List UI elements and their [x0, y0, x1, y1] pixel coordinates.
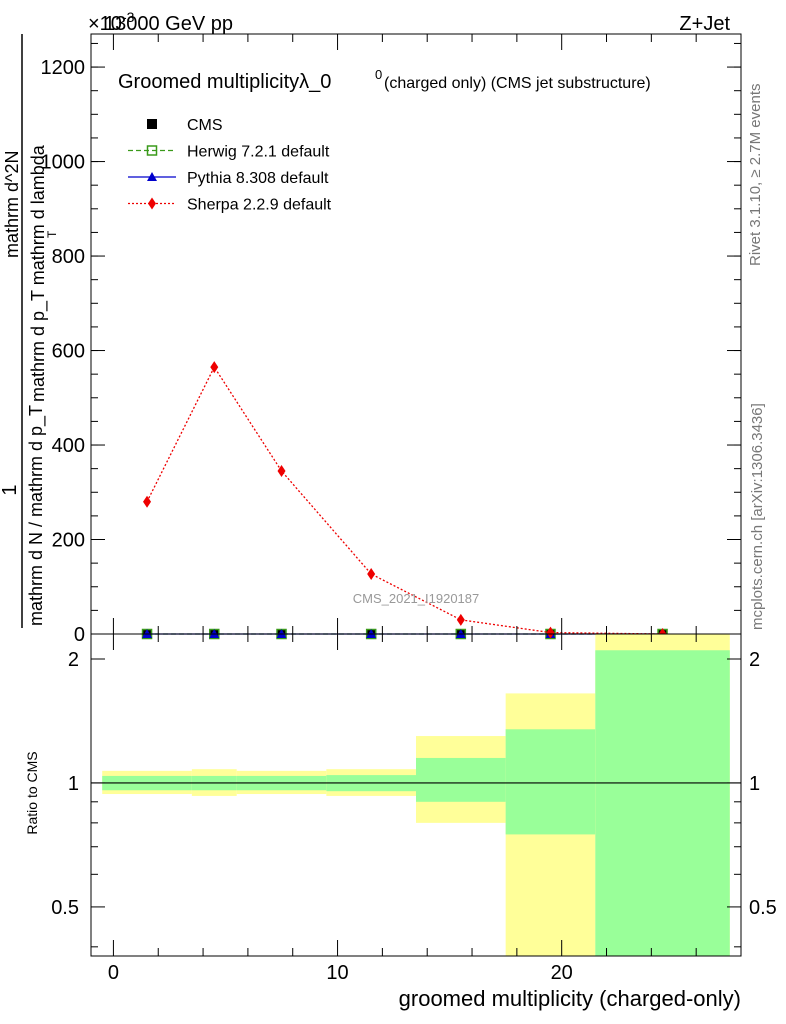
ratio-y-tick-label-right: 2	[749, 649, 760, 671]
x-axis-label: groomed multiplicity (charged-only)	[399, 986, 741, 1011]
sherpa-point	[143, 495, 152, 508]
plot-title-main: Groomed multiplicityλ_0	[118, 71, 331, 93]
main-y-ticks: 0 200 400 600 800 1000 1200	[41, 42, 741, 646]
sherpa-point	[367, 568, 376, 580]
y-label-top: mathrm d^2N	[2, 151, 22, 258]
plot-title: Groomed multiplicityλ_0 0 (charged only)…	[118, 67, 651, 93]
ratio-x-ticks: 0 10 20	[108, 634, 697, 984]
y-tick-label: 600	[52, 341, 85, 363]
ratio-band-inner	[505, 729, 596, 835]
cms-point	[147, 119, 157, 129]
y-tick-label: 0	[74, 624, 85, 646]
plot-title-suffix: (charged only) (CMS jet substructure)	[384, 75, 651, 92]
ratio-y-label: Ratio to CMS	[24, 751, 40, 834]
y-tick-label: 400	[52, 435, 85, 457]
main-panel: 0 200 400 600 800 1000 1200	[41, 33, 742, 646]
ratio-y-tick-label-right: 0.5	[749, 897, 777, 919]
y-tick-label: 800	[52, 246, 85, 268]
x-tick-label: 0	[108, 962, 119, 984]
ratio-panel: 0.5 0.5 1 1 2 2 0 10 20	[51, 633, 777, 984]
y-tick-label: 200	[52, 530, 85, 552]
pythia-point	[147, 172, 157, 181]
x-tick-label: 20	[551, 962, 573, 984]
sherpa-point	[456, 613, 465, 626]
legend-label-sherpa: Sherpa 2.2.9 default	[187, 197, 332, 214]
y-label-bottom: mathrm d p_T mathrm d lambda	[28, 144, 49, 402]
ratio-frame	[90, 633, 742, 957]
plot-title-sup: 0	[375, 67, 382, 82]
header-right: Z+Jet	[679, 13, 730, 35]
legend-label-pythia: Pythia 8.308 default	[187, 170, 329, 187]
ratio-y-tick-label: 1	[68, 773, 79, 795]
header-left: 13000 GeV pp	[104, 13, 233, 35]
herwig-point	[146, 145, 158, 156]
ratio-y-tick-label: 2	[68, 649, 79, 671]
rivet-label: Rivet 3.1.10, ≥ 2.7M events	[747, 84, 764, 267]
y-label-sub: T	[45, 230, 59, 238]
y-tick-label: 1000	[41, 152, 86, 174]
exponent-base: ×10	[88, 13, 122, 35]
sherpa-point	[277, 465, 286, 478]
y-axis-label: 1 mathrm d N / mathrm d p_T mathrm d^2N …	[0, 34, 59, 628]
main-x-ticks	[112, 34, 697, 634]
x-tick-label: 10	[326, 962, 348, 984]
ratio-y-ticks: 0.5 0.5 1 1 2 2	[51, 649, 777, 948]
sherpa-point	[210, 361, 219, 374]
watermark: CMS_2021_I1920187	[353, 591, 480, 606]
ratio-band-inner	[416, 757, 506, 802]
ratio-bands	[102, 634, 730, 956]
y-tick-label: 1200	[41, 57, 86, 79]
sherpa-point	[546, 626, 555, 639]
y-label-numerator: 1	[0, 484, 21, 495]
ratio-y-tick-label-right: 1	[749, 773, 760, 795]
legend: CMS Herwig 7.2.1 default Pythia 8.308 defa…	[128, 117, 332, 214]
legend-label-cms: CMS	[187, 117, 223, 134]
mcplots-label: mcplots.cern.ch [arXiv:1306.3436]	[749, 403, 766, 630]
sherpa-point	[148, 197, 156, 210]
y-label-denominator: mathrm d N / mathrm d p_T	[26, 405, 47, 626]
ratio-y-tick-label: 0.5	[51, 897, 79, 919]
ratio-band-inner	[595, 650, 730, 956]
legend-label-herwig: Herwig 7.2.1 default	[187, 144, 330, 161]
exponent-power: -3	[122, 9, 135, 25]
